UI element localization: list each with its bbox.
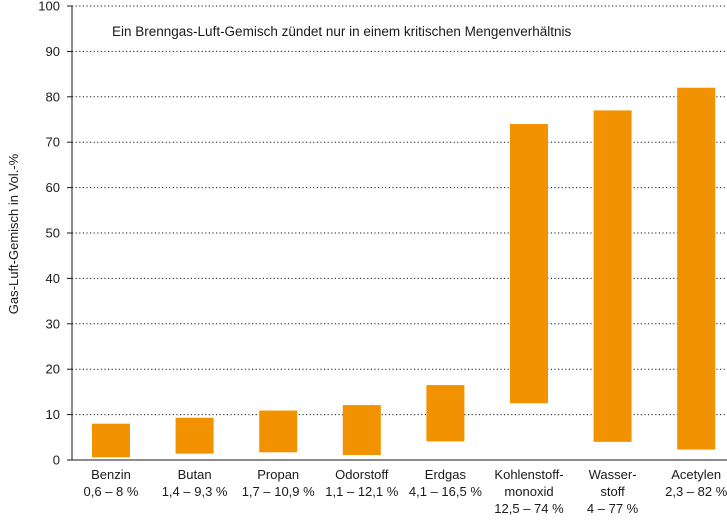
y-tick-label: 80 [46, 89, 60, 104]
y-tick-label: 70 [46, 135, 60, 150]
range-bar [426, 385, 465, 442]
category-label: Butan [178, 467, 212, 482]
category-label: 0,6 – 8 % [84, 484, 139, 499]
range-bar [259, 410, 298, 453]
y-tick-label: 0 [53, 453, 60, 468]
y-tick-label: 20 [46, 362, 60, 377]
y-tick-label: 30 [46, 316, 60, 331]
category-label: 1,7 – 10,9 % [242, 484, 315, 499]
category-label: 4,1 – 16,5 % [409, 484, 482, 499]
category-label: Erdgas [425, 467, 467, 482]
y-tick-label: 60 [46, 180, 60, 195]
y-axis: 0 10 20 30 40 50 60 70 80 90 100 [38, 0, 72, 468]
category-label: 1,4 – 9,3 % [162, 484, 228, 499]
category-label: 2,3 – 82 % [665, 484, 727, 499]
y-tick-label: 50 [46, 226, 60, 241]
chart-title: Ein Brenngas-Luft-Gemisch zündet nur in … [112, 24, 571, 39]
y-tick-label: 40 [46, 271, 60, 286]
category-label: 4 – 77 % [587, 501, 639, 516]
category-label: Odorstoff [335, 467, 389, 482]
y-tick-label: 90 [46, 44, 60, 59]
range-bar [342, 405, 381, 456]
category-label: 1,1 – 12,1 % [325, 484, 398, 499]
category-labels: Benzin 0,6 – 8 % Butan 1,4 – 9,3 % Propan 1,7… [84, 467, 727, 516]
y-tick-label: 100 [38, 0, 60, 14]
category-label: stoff [600, 484, 625, 499]
category-label: Kohlenstoff- [494, 467, 563, 482]
range-bar [510, 124, 548, 404]
category-label: Acetylen [671, 467, 721, 482]
category-label: 12,5 – 74 % [494, 501, 564, 516]
grid-lines [72, 5, 727, 416]
category-label: Benzin [91, 467, 131, 482]
range-bar [677, 87, 716, 450]
range-bars [92, 87, 716, 458]
category-label: Propan [257, 467, 299, 482]
range-bar [92, 423, 130, 458]
range-bar [593, 110, 632, 442]
y-axis-label: Gas-Luft-Gemisch in Vol.-% [6, 153, 21, 314]
y-tick-label: 10 [46, 407, 60, 422]
range-bar [175, 417, 214, 454]
category-label: Wasser- [589, 467, 637, 482]
category-label: monoxid [504, 484, 553, 499]
